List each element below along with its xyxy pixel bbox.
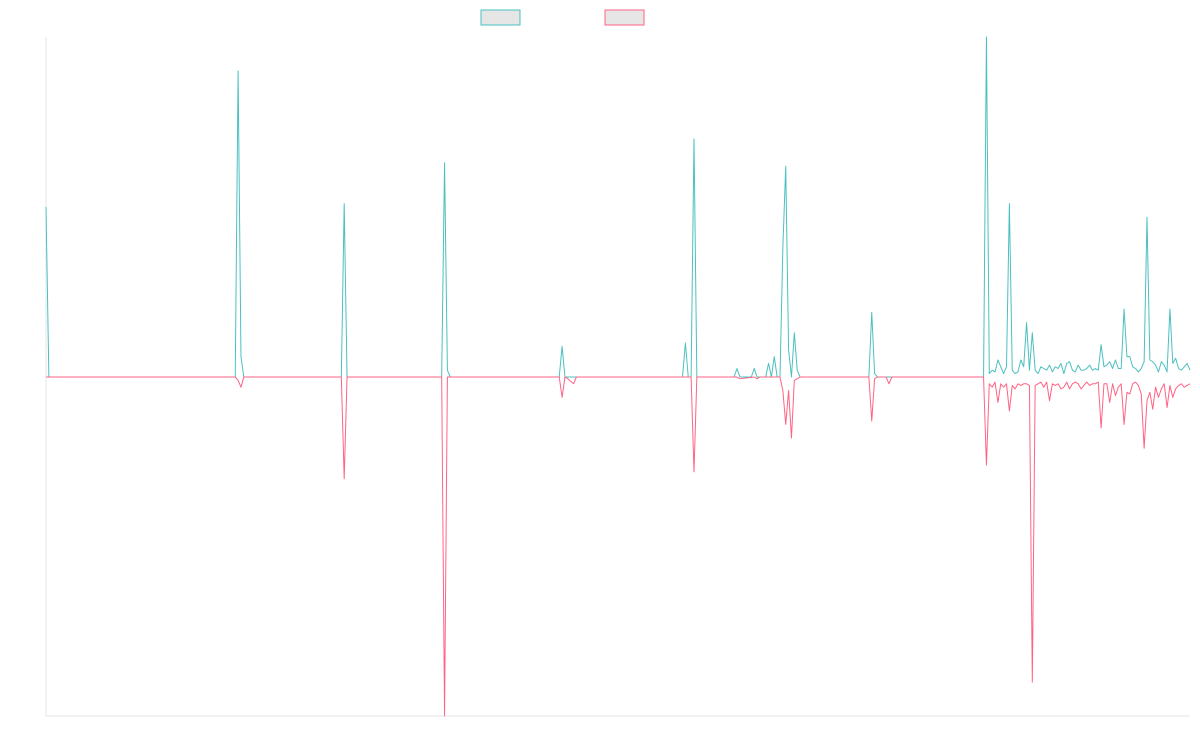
legend-swatch-series-a[interactable] [480, 9, 521, 26]
legend-swatch-series-b[interactable] [604, 9, 645, 26]
series-a-line [45, 36, 1191, 378]
plot-area [45, 36, 1191, 717]
legend [480, 9, 645, 26]
series-b-line [46, 376, 1191, 717]
